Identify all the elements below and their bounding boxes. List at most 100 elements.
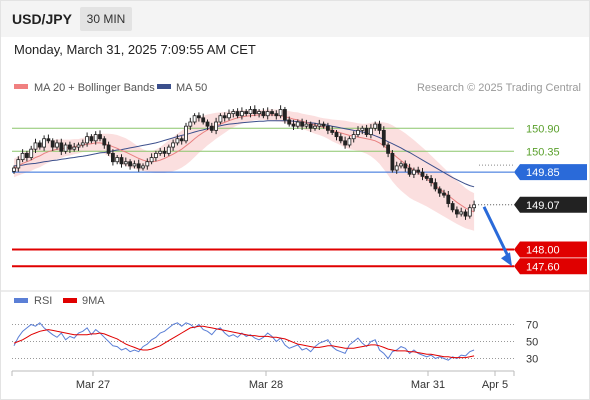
candle-body-56 (252, 109, 257, 115)
candle-body-100 (442, 192, 446, 196)
candle-body-4 (29, 148, 34, 158)
candle-body-69 (308, 123, 313, 129)
candle-body-73 (325, 125, 330, 131)
candle-body-10 (55, 142, 59, 148)
candle-body-102 (450, 203, 455, 211)
candle-body-26 (123, 161, 128, 165)
legend-swatch-ma50 (157, 84, 171, 89)
candle-body-33 (153, 152, 158, 158)
candle-body-21 (102, 138, 107, 146)
legend-label-ma20: MA 20 + Bollinger Bands (34, 82, 155, 94)
level-tag-4 (514, 241, 587, 258)
candle-body-58 (261, 111, 266, 117)
candle-body-68 (304, 123, 309, 127)
candle-body-36 (166, 146, 171, 154)
candle-body-83 (368, 127, 373, 135)
candle-body-12 (63, 144, 68, 152)
candle-body-22 (106, 144, 111, 154)
candle-body-76 (338, 136, 343, 142)
watermark: Research © 2025 Trading Central (417, 82, 581, 94)
candle-body-34 (158, 150, 163, 154)
candle-body-30 (141, 165, 145, 169)
candle-body-41 (188, 121, 193, 127)
level-tag-5 (514, 258, 587, 275)
candle-body-6 (37, 142, 42, 148)
candle-body-59 (265, 111, 270, 117)
candle-body-94 (416, 169, 421, 173)
header-bar: USD/JPY 30 MIN (1, 1, 589, 37)
candle-body-91 (403, 163, 408, 169)
candle-body-49 (222, 115, 227, 119)
legend-label-rsi: RSI (34, 295, 52, 307)
candle-body-9 (50, 140, 55, 148)
level-label-1: 150.35 (526, 146, 560, 158)
candle-body-103 (454, 209, 459, 215)
candle-body-28 (132, 163, 137, 167)
candle-body-0 (12, 167, 16, 172)
ma20-line (13, 114, 475, 213)
candle-body-87 (386, 144, 391, 154)
candle-body-53 (239, 111, 244, 117)
forecast-arrow-shaft (482, 206, 511, 259)
candle-body-67 (300, 121, 305, 127)
candle-body-71 (317, 123, 322, 127)
candle-body-8 (46, 138, 51, 142)
bollinger-band (14, 109, 475, 231)
symbol-title: USD/JPY (12, 11, 72, 27)
candle-body-43 (196, 115, 201, 119)
level-label-0: 150.90 (526, 123, 560, 135)
candle-body-5 (33, 142, 38, 150)
candle-body-90 (399, 163, 403, 167)
candle-body-50 (227, 113, 231, 119)
candle-body-60 (270, 111, 274, 115)
rsi-tick-2: 30 (526, 354, 538, 366)
candle-body-44 (201, 117, 206, 123)
candle-body-45 (205, 121, 210, 127)
candle-body-35 (162, 150, 167, 154)
candle-body-24 (115, 157, 120, 163)
candle-body-101 (446, 194, 451, 204)
candle-body-17 (85, 136, 89, 144)
candle-body-18 (89, 136, 94, 142)
candle-body-42 (192, 115, 197, 123)
timeframe-button[interactable]: 30 MIN (80, 7, 132, 31)
level-label-3: 149.07 (526, 200, 560, 212)
candle-body-32 (149, 157, 154, 163)
candle-body-81 (360, 127, 365, 131)
candle-body-54 (244, 111, 249, 115)
candle-body-70 (313, 125, 317, 129)
level-label-4: 148.00 (526, 245, 560, 257)
candle-body-93 (411, 169, 416, 175)
candle-body-105 (463, 211, 468, 217)
candle-body-64 (287, 119, 292, 125)
forecast-arrow-head (501, 252, 512, 267)
candle-body-66 (295, 121, 300, 127)
candle-body-74 (330, 129, 335, 133)
candle-body-72 (321, 123, 326, 127)
level-tag-3 (514, 196, 587, 213)
candle-body-7 (42, 138, 46, 148)
candle-body-11 (59, 142, 64, 152)
candle-body-29 (136, 163, 141, 169)
candle-body-61 (274, 113, 279, 117)
candle-body-77 (343, 140, 348, 146)
legend-label-ma50: MA 50 (176, 82, 207, 94)
candle-body-46 (209, 125, 214, 131)
legend-swatch-9ma (63, 298, 77, 303)
candle-body-47 (214, 121, 219, 131)
candle-body-40 (184, 125, 188, 142)
candle-body-89 (394, 165, 399, 171)
candle-body-88 (390, 152, 395, 171)
candle-body-51 (231, 111, 236, 115)
candle-body-79 (351, 134, 356, 140)
candle-body-78 (347, 138, 352, 146)
candle-body-48 (218, 115, 223, 123)
candle-body-62 (278, 109, 283, 117)
candle-body-38 (175, 138, 180, 144)
candle-body-25 (119, 157, 124, 165)
time-tick-label-1: Mar 28 (249, 379, 283, 391)
legend-swatch-rsi (14, 298, 28, 303)
candle-body-98 (433, 182, 438, 190)
candle-body-96 (424, 175, 429, 179)
